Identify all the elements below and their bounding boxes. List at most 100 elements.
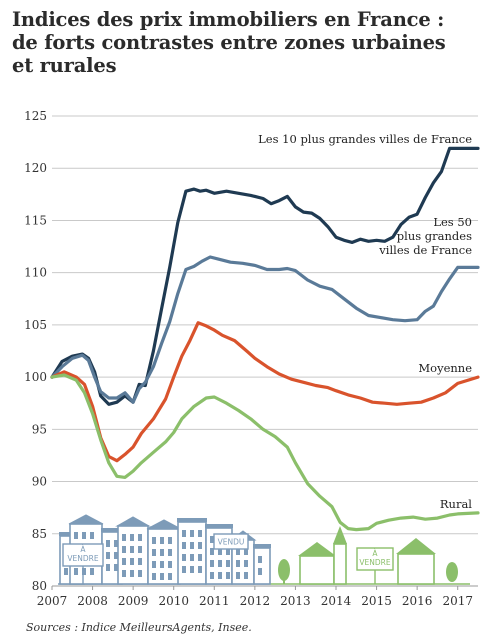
series-label-moyenne: Moyenne bbox=[418, 361, 472, 375]
town-window bbox=[130, 570, 134, 577]
town-window bbox=[130, 558, 134, 565]
town-window bbox=[106, 552, 110, 559]
town-window bbox=[160, 549, 164, 556]
series-label-top10: Les 10 plus grandes villes de France bbox=[258, 132, 472, 146]
x-tick-label: 2007 bbox=[37, 594, 68, 608]
town-window bbox=[160, 561, 164, 568]
town-roof bbox=[205, 524, 233, 528]
series-label-rural: Rural bbox=[440, 497, 472, 511]
town-window bbox=[198, 554, 202, 561]
sign-text: À bbox=[80, 545, 86, 554]
town-window bbox=[90, 532, 94, 539]
town-window bbox=[236, 572, 240, 579]
town-roof bbox=[177, 518, 207, 522]
town-window bbox=[190, 530, 194, 537]
series-line-rural bbox=[50, 373, 480, 532]
sign-text: À bbox=[372, 549, 378, 558]
sign-text: VENDRE bbox=[67, 554, 98, 563]
series-labels: Les 10 plus grandes villes de France Les … bbox=[258, 132, 472, 511]
town-roof bbox=[115, 516, 151, 527]
x-tick-label: 2016 bbox=[402, 594, 433, 608]
town-window bbox=[218, 548, 222, 555]
town-window bbox=[182, 530, 186, 537]
series-line-moyenne bbox=[50, 321, 480, 463]
x-tick-label: 2009 bbox=[118, 594, 149, 608]
town-building bbox=[253, 547, 271, 585]
town-window bbox=[64, 568, 68, 575]
y-tick-label: 115 bbox=[24, 213, 47, 227]
town-window bbox=[82, 568, 86, 575]
town-window bbox=[122, 546, 126, 553]
town-window bbox=[130, 546, 134, 553]
sign-text: VENDU bbox=[218, 538, 245, 547]
source-note: Sources : Indice MeilleursAgents, Insee. bbox=[26, 621, 252, 634]
town-window bbox=[182, 554, 186, 561]
town-window bbox=[160, 573, 164, 580]
x-tick-label: 2011 bbox=[199, 594, 230, 608]
x-tick-label: 2008 bbox=[77, 594, 108, 608]
chart-title: Indices des prix immobiliers en France :… bbox=[12, 8, 492, 77]
x-tick-label: 2012 bbox=[240, 594, 271, 608]
town-window bbox=[122, 534, 126, 541]
town-window bbox=[198, 542, 202, 549]
town-window bbox=[138, 546, 142, 553]
series-line-top50 bbox=[50, 255, 480, 404]
town-window bbox=[82, 532, 86, 539]
town-window bbox=[106, 564, 110, 571]
y-tick-label: 95 bbox=[32, 422, 47, 436]
y-tick-label: 90 bbox=[32, 475, 47, 489]
town-window bbox=[210, 548, 214, 555]
town-window bbox=[152, 573, 156, 580]
town-window bbox=[90, 568, 94, 575]
tree bbox=[446, 562, 458, 582]
town-roof bbox=[253, 544, 271, 548]
town-window bbox=[244, 572, 248, 579]
town-window bbox=[114, 564, 118, 571]
town-window bbox=[122, 558, 126, 565]
series-label-top50: Les 50 bbox=[433, 215, 472, 229]
town-window bbox=[152, 549, 156, 556]
town-window bbox=[114, 540, 118, 547]
y-tick-label: 110 bbox=[24, 266, 47, 280]
town-window bbox=[210, 560, 214, 567]
grid-lines bbox=[52, 115, 478, 587]
x-tick-label: 2013 bbox=[280, 594, 311, 608]
town-window bbox=[168, 549, 172, 556]
town-window bbox=[138, 534, 142, 541]
town-window bbox=[226, 572, 230, 579]
town-window bbox=[122, 570, 126, 577]
village-roof bbox=[396, 538, 436, 554]
y-tick-label: 100 bbox=[24, 370, 47, 384]
title-line: de forts contrastes entre zones urbaines bbox=[12, 31, 446, 54]
church-tower bbox=[333, 543, 347, 585]
town-window bbox=[226, 560, 230, 567]
town-window bbox=[182, 542, 186, 549]
town-window bbox=[138, 558, 142, 565]
y-axis-tick-labels: 80 85 90 95 100 105 110 115 120 125 bbox=[24, 109, 47, 593]
tree bbox=[278, 559, 290, 581]
town-window bbox=[210, 536, 214, 543]
town-window bbox=[74, 532, 78, 539]
village-house bbox=[397, 553, 435, 585]
x-tick-label: 2017 bbox=[442, 594, 473, 608]
y-tick-label: 85 bbox=[32, 527, 47, 541]
title-line: et rurales bbox=[12, 54, 117, 77]
y-tick-label: 120 bbox=[24, 161, 47, 175]
town-window bbox=[190, 542, 194, 549]
town-window bbox=[160, 537, 164, 544]
sign-text: VENDRE bbox=[359, 558, 390, 567]
town-window bbox=[168, 573, 172, 580]
town-window bbox=[182, 566, 186, 573]
village-house bbox=[299, 555, 335, 585]
sold-sign bbox=[213, 533, 249, 550]
town-roof bbox=[146, 519, 182, 530]
town-window bbox=[190, 554, 194, 561]
town-window bbox=[114, 552, 118, 559]
town-window bbox=[210, 572, 214, 579]
town-window bbox=[236, 548, 240, 555]
town-window bbox=[168, 561, 172, 568]
town-window bbox=[218, 572, 222, 579]
series-line-top10 bbox=[50, 146, 480, 406]
